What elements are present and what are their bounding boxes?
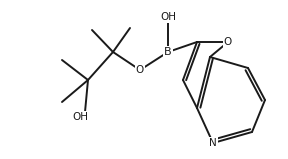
Text: O: O <box>224 37 232 47</box>
Text: OH: OH <box>72 112 88 122</box>
Text: OH: OH <box>160 12 176 22</box>
Text: N: N <box>209 138 217 148</box>
Text: B: B <box>164 47 172 57</box>
Text: O: O <box>136 65 144 75</box>
